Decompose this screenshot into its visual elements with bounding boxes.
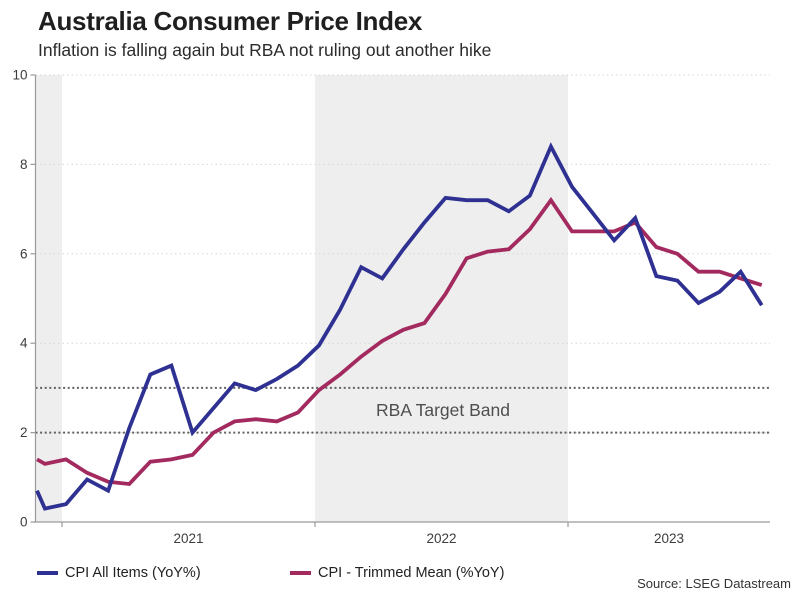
legend-swatch-trimmed-mean — [290, 570, 311, 575]
series-line-cpi-all-items-yoy — [35, 142, 764, 511]
y-tick-label: 4 — [20, 336, 28, 351]
legend-label-trimmed-mean: CPI - Trimmed Mean (%YoY) — [318, 564, 505, 581]
legend-swatch-cpi-all-items — [37, 570, 58, 575]
legend-label-cpi-all-items: CPI All Items (YoY%) — [65, 564, 201, 581]
chart-subtitle: Inflation is falling again but RBA not r… — [38, 40, 492, 60]
x-tick-label: 2021 — [173, 531, 203, 546]
y-tick-label: 2 — [20, 425, 28, 440]
y-tick-label: 6 — [20, 246, 28, 261]
year-shading-band — [35, 75, 62, 522]
x-tick-label: 2022 — [426, 531, 456, 546]
source-attribution: Source: LSEG Datastream — [637, 576, 791, 591]
rba-target-band-label: RBA Target Band — [376, 400, 510, 420]
legend-item-trimmed-mean: CPI - Trimmed Mean (%YoY) — [290, 564, 504, 581]
chart-title: Australia Consumer Price Index — [38, 6, 423, 36]
y-tick-label: 10 — [12, 68, 27, 83]
x-tick-label: 2023 — [654, 531, 684, 546]
y-tick-label: 0 — [20, 515, 28, 530]
y-tick-label: 8 — [20, 157, 28, 172]
legend-item-cpi-all-items: CPI All Items (YoY%) — [37, 564, 201, 581]
